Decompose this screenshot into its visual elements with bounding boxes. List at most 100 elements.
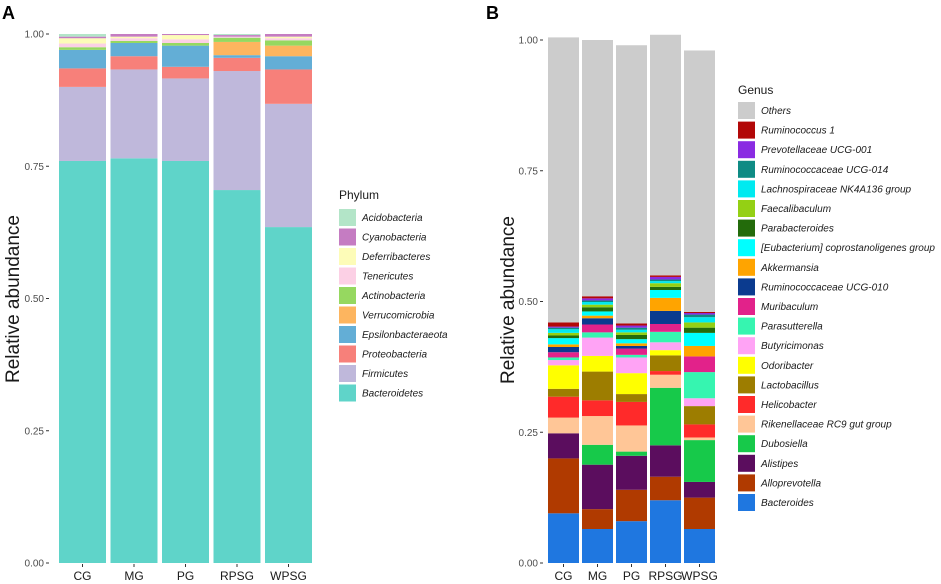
legend-swatch-eubacterium-coprostanoligenes-group [738, 239, 755, 257]
legend-label-bacteroidetes: Bacteroidetes [362, 389, 423, 400]
bar-segment-rpsg-parabacteroides [650, 286, 681, 290]
bar-segment-mg-deferribacteres [110, 36, 158, 39]
bar-segment-rpsg-bacteroidetes [213, 190, 261, 563]
legend-label-firmicutes: Firmicutes [362, 369, 408, 380]
bar-segment-pg-rikenellaceae-rc9-gut-group [616, 425, 647, 452]
legend-swatch-parasutterella [738, 317, 755, 335]
legend-swatch-faecalibaculum [738, 200, 755, 217]
bar-segment-cg-ruminococcaceae-ucg-014 [548, 327, 579, 330]
bar-segment-wpsg-helicobacter [684, 424, 715, 438]
bar-segment-pg-ruminococcaceae-ucg-010 [616, 345, 647, 349]
legend-swatch-rikenellaceae-rc9-gut-group [738, 415, 755, 433]
bar-segment-wpsg-firmicutes [265, 103, 312, 228]
panel-b-y-ticks: 0.00 0.25 0.50 0.75 1.00 [519, 36, 543, 570]
bar-segment-mg-others [582, 40, 613, 297]
bar-segment-pg-ruminococcus-1 [616, 323, 647, 326]
bar-segment-mg-alistipes [582, 464, 613, 510]
panel-b-legend-title: Genus [738, 83, 773, 97]
bar-segment-rpsg-odoribacter [650, 350, 681, 356]
bar-segment-rpsg-tenericutes [213, 36, 261, 38]
bar-segment-mg-dubosiella [582, 444, 613, 465]
bar-segment-rpsg-lactobacillus [650, 355, 681, 372]
bar-segment-pg-bacteroides [616, 521, 647, 563]
legend-label-eubacterium-coprostanoligenes-group: [Eubacterium] coprostanoligenes group [760, 243, 935, 254]
x-tick-label-wpsg: WPSG [681, 569, 718, 583]
bar-segment-cg-alloprevotella [548, 458, 579, 514]
panel-a-label: A [2, 3, 15, 23]
bar-segment-rpsg-prevotellaceae-ucg-001 [650, 276, 681, 280]
bar-segment-rpsg-akkermansia [650, 297, 681, 311]
legend-label-faecalibaculum: Faecalibaculum [761, 204, 831, 215]
bar-segment-mg-alloprevotella [582, 509, 613, 530]
bar-segment-wpsg-lachnospiraceae-nk4a136-group [684, 317, 715, 323]
bar-segment-cg-bacteroides [548, 513, 579, 563]
bar-segment-rpsg-alistipes [650, 445, 681, 477]
legend-swatch-bacteroides [738, 494, 755, 511]
bar-segment-rpsg-butyricimonas [650, 342, 681, 351]
bar-segment-rpsg-parasutterella [650, 331, 681, 343]
panel-a-bars [59, 34, 312, 563]
bar-segment-mg-eubacterium-coprostanoligenes-group [582, 311, 613, 316]
bar-segment-cg-lactobacillus [548, 388, 579, 397]
bar-segment-mg-parabacteroides [582, 307, 613, 312]
bar-segment-cg-helicobacter [548, 396, 579, 418]
bar-segment-mg-bacteroides [582, 529, 613, 563]
y-tick-label: 0.00 [25, 559, 45, 570]
bar-segment-rpsg-cyanobacteria [213, 35, 261, 37]
bar-segment-cg-acidobacteria [59, 34, 106, 37]
bar-segment-rpsg-proteobacteria [213, 57, 261, 72]
panel-a-x-ticks: CG MG PG RPSG WPSG [74, 564, 307, 583]
bar-segment-pg-lactobacillus [616, 394, 647, 402]
legend-swatch-cyanobacteria [339, 228, 356, 246]
bar-segment-wpsg-faecalibaculum [684, 322, 715, 328]
bar-segment-wpsg-cyanobacteria [265, 34, 312, 37]
bar-segment-rpsg-alloprevotella [650, 476, 681, 501]
y-tick-label: 0.50 [519, 297, 539, 308]
legend-swatch-ruminococcaceae-ucg-010 [738, 278, 755, 296]
legend-label-rikenellaceae-rc9-gut-group: Rikenellaceae RC9 gut group [761, 420, 892, 431]
legend-swatch-alistipes [738, 454, 755, 472]
bar-segment-pg-faecalibaculum [616, 332, 647, 335]
y-tick-label: 0.50 [25, 294, 45, 305]
panel-b-label: B [486, 3, 499, 23]
legend-swatch-bacteroidetes [339, 384, 356, 402]
legend-label-alistipes: Alistipes [760, 459, 798, 470]
x-tick-label-cg: CG [555, 569, 573, 583]
bar-segment-pg-others [616, 45, 647, 324]
bar-segment-cg-epsilonbacteraeota [59, 49, 106, 69]
bar-segment-rpsg-ruminococcus-1 [650, 275, 681, 277]
bar-segment-pg-alistipes [616, 455, 647, 490]
panel-a-legend: Phylum Acidobacteria Cyanobacteria Deferri… [339, 188, 448, 402]
legend-swatch-butyricimonas [738, 337, 755, 355]
legend-label-ruminococcaceae-ucg-014: Ruminococcaceae UCG-014 [761, 165, 889, 176]
bar-segment-wpsg-epsilonbacteraeota [265, 56, 312, 70]
bar-segment-pg-cyanobacteria [162, 34, 209, 36]
bar-segment-rpsg-verrucomicrobia [213, 41, 261, 56]
bar-segment-cg-ruminococcus-1 [548, 322, 579, 327]
legend-label-muribaculum: Muribaculum [761, 302, 818, 313]
x-tick-label-pg: PG [177, 569, 194, 583]
bar-segment-mg-bacteroidetes [110, 158, 158, 563]
legend-label-helicobacter: Helicobacter [761, 400, 817, 411]
bar-segment-rpsg-epsilonbacteraeota [213, 55, 261, 58]
legend-swatch-deferribacteres [339, 248, 356, 265]
bar-segment-cg-rikenellaceae-rc9-gut-group [548, 417, 579, 434]
bar-segment-mg-lachnospiraceae-nk4a136-group [582, 302, 613, 305]
x-tick-label-wpsg: WPSG [270, 569, 307, 583]
bar-segment-mg-parasutterella [582, 332, 613, 338]
bar-segment-cg-bacteroidetes [59, 160, 106, 563]
legend-swatch-tenericutes [339, 267, 356, 285]
bar-segment-wpsg-proteobacteria [265, 69, 312, 104]
bar-segment-mg-ruminococcaceae-ucg-010 [582, 318, 613, 325]
bar-segment-cg-parabacteroides [548, 335, 579, 339]
legend-label-deferribacteres: Deferribacteres [362, 252, 430, 263]
bar-segment-mg-actinobacteria [110, 40, 158, 43]
bar-segment-wpsg-eubacterium-coprostanoligenes-group [684, 332, 715, 346]
bar-segment-mg-lactobacillus [582, 371, 613, 401]
x-tick-label-rpsg: RPSG [648, 569, 682, 583]
legend-label-butyricimonas: Butyricimonas [761, 341, 824, 352]
legend-swatch-lachnospiraceae-nk4a136-group [738, 180, 755, 198]
bar-segment-pg-firmicutes [162, 78, 209, 161]
bar-segment-pg-muribaculum [616, 348, 647, 355]
